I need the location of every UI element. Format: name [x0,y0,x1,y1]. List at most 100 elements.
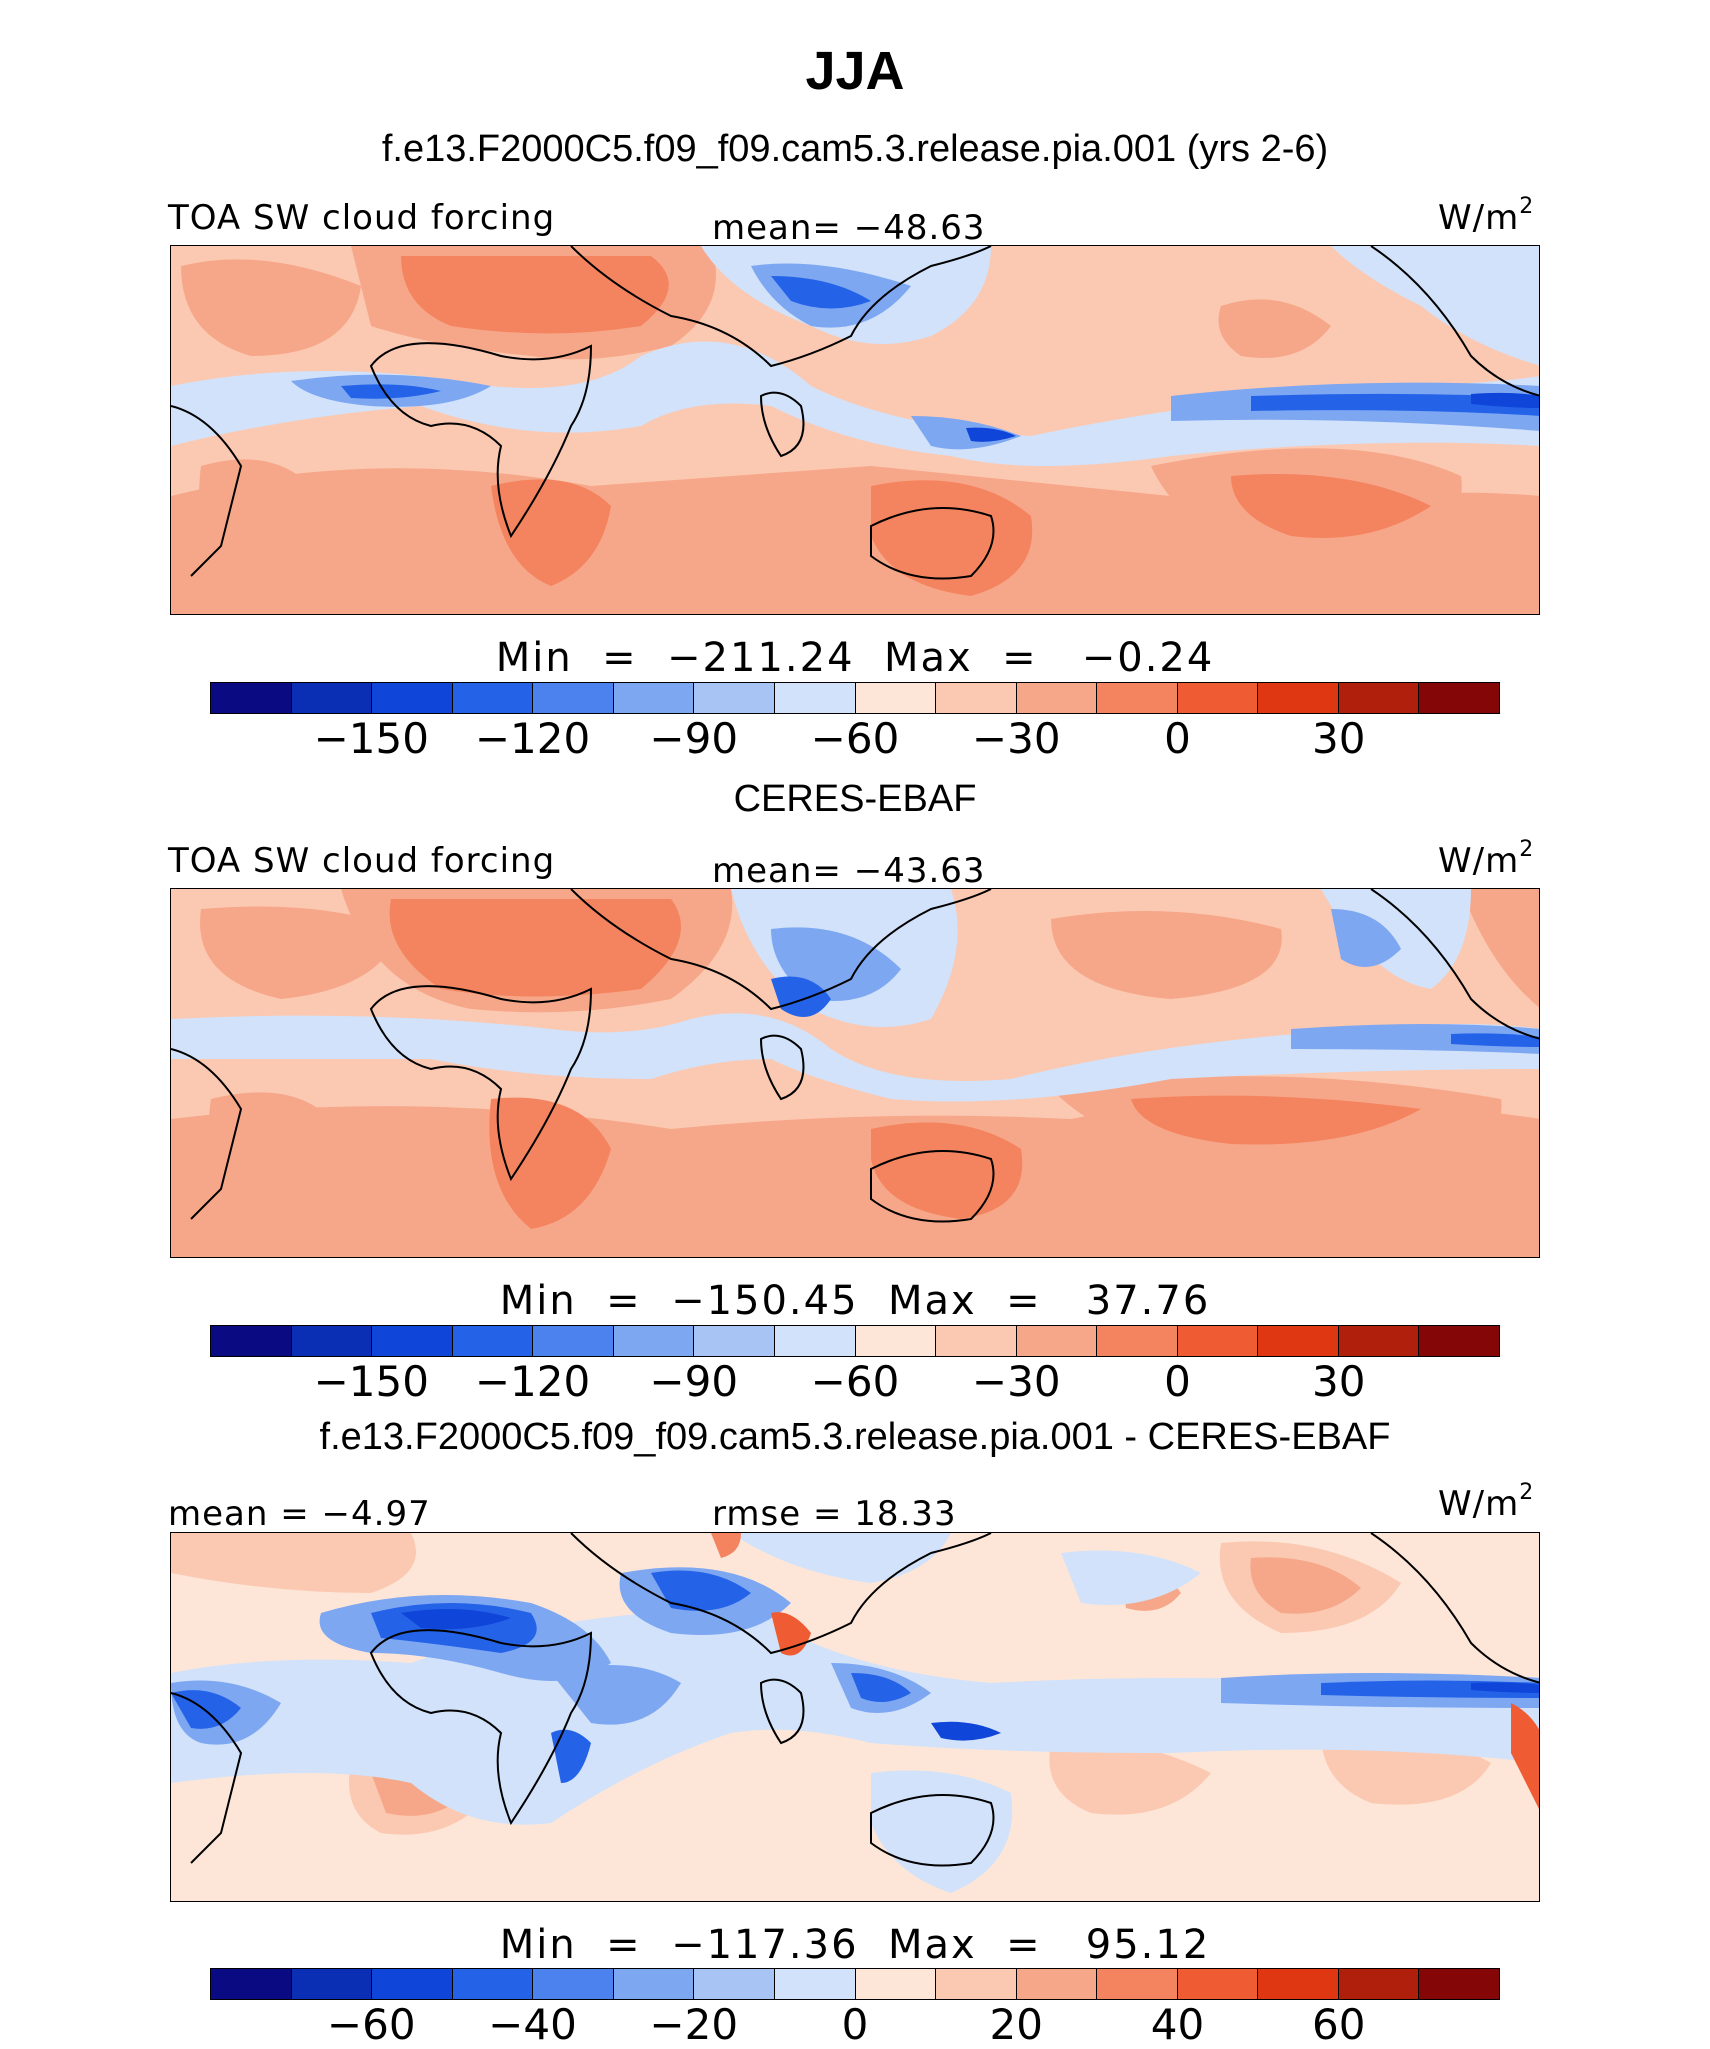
colorbar-swatch [613,683,695,713]
colorbar-swatch [372,683,453,713]
panel-1-colorbar [210,682,1500,714]
colorbar-swatch [1338,683,1420,713]
map-contour-region [200,906,401,999]
map-contour-region [341,384,441,399]
panel-1-map-svg [171,246,1539,614]
map-contour-region [771,976,831,1017]
map-contour-region [171,1048,243,1220]
panel-2-colorbar-ticks: −150 −120 −90 −60 −30 0 30 [0,1357,1710,1407]
colorbar-swatch [1258,1969,1339,1999]
colorbar-swatch [452,1969,534,1999]
colorbar-tick-label: 30 [1312,1357,1366,1406]
colorbar-swatch [291,683,373,713]
colorbar-swatch [533,683,614,713]
map-contour-region [171,405,243,577]
map-contour-region [870,507,995,580]
map-contour-region [401,256,669,334]
map-contour-region [570,889,992,1011]
colorbar-tick-label: 40 [1150,2000,1205,2049]
colorbar-swatch [774,683,856,713]
map-contour-region [489,1097,611,1229]
map-contour-region [966,427,1016,442]
map-contour-region [570,246,992,368]
map-contour-region [369,1629,593,1826]
panel-2-map [170,888,1540,1258]
map-contour-region [759,1034,805,1101]
colorbar-tick-label: −120 [474,714,591,763]
colorbar-tick-label: −40 [488,2000,577,2049]
map-contour-region [771,276,871,309]
colorbar-swatch [1097,1969,1178,1999]
colorbar-swatch [936,1326,1017,1356]
panel-3-units: W/m2 [1438,1480,1535,1524]
panel-3-mean-label: mean = −4.97 [168,1494,431,1534]
colorbar-tick-label: −90 [649,714,739,763]
map-contour-region [551,1729,591,1783]
map-contour-region [491,479,611,586]
colorbar-tick-label: 0 [1164,1357,1191,1406]
map-contour-region [711,1533,741,1558]
map-contour-region [551,1665,681,1725]
map-contour-region [759,1678,805,1745]
panel-2-mean-label: mean= −43.63 [712,851,986,891]
panel-2-min-max: Min = −150.45 Max = 37.76 [499,1278,1211,1324]
panel-1-mean-label: mean= −48.63 [712,208,986,248]
map-contour-region [369,342,593,539]
colorbar-tick-label: 0 [841,2000,869,2049]
colorbar-swatch [372,1969,453,1999]
map-contour-region [931,1721,1001,1741]
map-contour-region [1370,889,1539,1040]
panel-3-map-svg [171,1533,1539,1901]
colorbar-swatch [774,1326,856,1356]
panel-2-colorbar [210,1325,1500,1357]
colorbar-swatch [1338,1969,1420,1999]
map-contour-region [181,259,361,356]
colorbar-swatch [372,1326,453,1356]
colorbar-tick-label: −90 [649,1357,739,1406]
map-contour-region [871,1770,1013,1893]
colorbar-swatch [452,683,534,713]
map-contour-region [1250,1557,1361,1614]
map-contour-region [871,1122,1023,1219]
panel-3-colorbar-ticks: −60 −40 −20 0 20 40 60 [0,2000,1710,2049]
panel-2-map-svg [171,889,1539,1257]
colorbar-swatch [694,1326,775,1356]
colorbar-swatch [1258,683,1339,713]
panel-3-colorbar [210,1968,1500,2000]
map-contour-region [1511,1703,1539,1810]
map-contour-region [851,1673,911,1702]
panel-3-heading: f.e13.F2000C5.f09_f09.cam5.3.release.pia… [319,1416,1391,1458]
colorbar-swatch [694,683,775,713]
colorbar-swatch [1177,1326,1259,1356]
colorbar-swatch [613,1969,695,1999]
colorbar-swatch [1177,1969,1259,1999]
panel-2-heading: CERES-EBAF [733,778,977,820]
map-contour-region [1451,1033,1539,1047]
panel-1-map [170,245,1540,615]
colorbar-swatch [1016,1326,1098,1356]
map-contour-region [1370,246,1539,397]
colorbar-swatch [1419,1326,1499,1356]
colorbar-swatch [211,1969,292,1999]
map-contour-region [1231,474,1431,538]
colorbar-swatch [1097,1326,1178,1356]
map-contour-region [1471,392,1539,408]
colorbar-swatch [533,1326,614,1356]
colorbar-swatch [533,1969,614,1999]
colorbar-swatch [855,683,937,713]
figure-title: JJA [805,41,905,101]
colorbar-tick-label: 20 [989,2000,1043,2049]
colorbar-swatch [291,1969,373,1999]
map-contour-region [570,1533,992,1655]
colorbar-tick-label: −60 [810,714,900,763]
colorbar-swatch [1016,1969,1098,1999]
map-contour-region [871,480,1033,596]
colorbar-swatch [1097,683,1178,713]
colorbar-swatch [1258,1326,1339,1356]
map-contour-region [870,1150,995,1223]
colorbar-swatch [613,1326,695,1356]
panel-3-min-max: Min = −117.36 Max = 95.12 [499,1922,1211,1968]
map-contour-region [171,1533,416,1593]
colorbar-tick-label: −20 [649,2000,739,2049]
colorbar-swatch [452,1326,534,1356]
